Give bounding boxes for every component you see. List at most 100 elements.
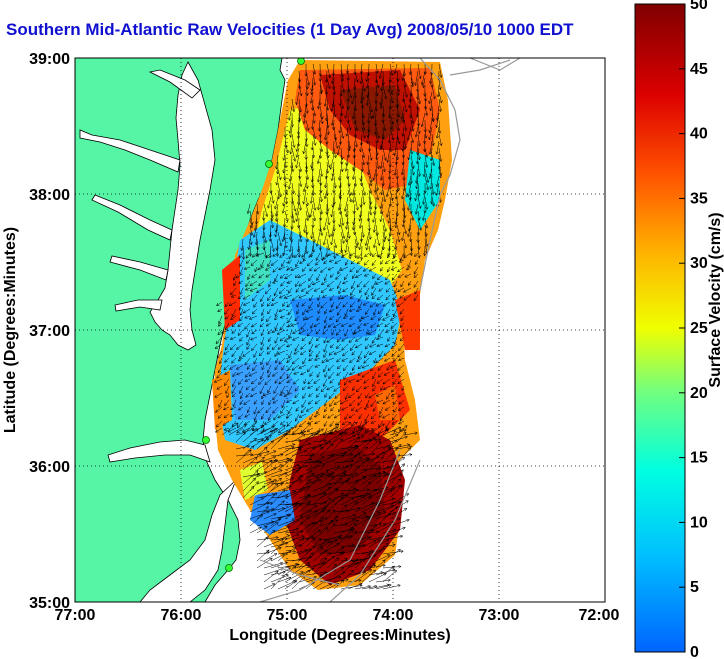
velocity-arrow xyxy=(238,378,244,385)
velocity-arrow xyxy=(263,450,277,457)
velocity-arrow xyxy=(368,456,384,471)
velocity-arrow xyxy=(305,505,318,513)
velocity-arrow xyxy=(232,273,237,281)
velocity-arrow xyxy=(347,435,365,443)
velocity-arrow xyxy=(407,196,412,212)
velocity-arrow xyxy=(275,245,280,257)
albemarle-sound xyxy=(107,439,211,463)
velocity-arrow xyxy=(329,420,335,428)
velocity-arrow xyxy=(276,189,281,200)
velocity-arrow xyxy=(229,413,237,417)
velocity-arrow xyxy=(375,512,392,527)
velocity-arrow xyxy=(249,481,259,492)
velocity-arrow xyxy=(298,280,307,287)
velocity-arrow xyxy=(239,399,244,405)
velocity-arrow xyxy=(282,301,286,308)
velocity-arrow xyxy=(249,510,270,520)
velocity-arrow xyxy=(319,224,324,237)
velocity-arrow xyxy=(294,392,300,399)
velocity-arrow xyxy=(410,210,415,221)
velocity-arrow xyxy=(308,343,314,353)
velocity-arrow xyxy=(365,77,370,89)
velocity-arrow xyxy=(347,456,362,471)
velocity-arrow xyxy=(235,449,252,464)
velocity-arrow xyxy=(314,364,321,368)
velocity-arrow xyxy=(298,423,312,436)
velocity-arrow xyxy=(358,413,363,420)
velocity-arrow xyxy=(344,161,349,172)
velocity-arrow xyxy=(361,224,365,238)
velocity-arrow xyxy=(407,182,412,198)
velocity-arrow xyxy=(396,231,401,243)
velocity-arrow xyxy=(340,487,356,499)
rappahannock-river xyxy=(109,255,169,281)
velocity-arrow xyxy=(250,336,258,341)
velocity-arrow xyxy=(380,77,384,92)
velocity-arrow xyxy=(274,217,279,233)
x-tick: 73:00 xyxy=(479,607,520,624)
velocity-arrow xyxy=(261,413,265,420)
velocity-arrow xyxy=(396,425,408,436)
velocity-arrow xyxy=(357,399,363,406)
velocity-arrow xyxy=(302,140,307,155)
velocity-arrow xyxy=(231,350,237,358)
velocity-arrow xyxy=(335,315,342,323)
velocity-arrow xyxy=(290,266,300,271)
velocity-arrow xyxy=(368,175,373,187)
velocity-arrow xyxy=(345,217,349,230)
velocity-arrow xyxy=(431,196,435,207)
velocity-arrow xyxy=(336,140,342,156)
velocity-arrow xyxy=(359,315,363,323)
velocity-arrow xyxy=(260,294,265,303)
plot-frame xyxy=(74,57,606,603)
velocity-arrow xyxy=(328,308,335,313)
velocity-arrow xyxy=(270,574,285,590)
velocity-arrow xyxy=(333,175,337,189)
velocity-arrow xyxy=(363,259,370,266)
velocity-arrow xyxy=(283,133,288,149)
velocity-arrow xyxy=(368,511,387,520)
velocity-arrow xyxy=(344,238,349,254)
velocity-arrow xyxy=(278,287,286,295)
velocity-arrow xyxy=(312,439,328,443)
velocity-arrow xyxy=(354,238,358,249)
velocity-arrow xyxy=(319,426,339,436)
velocity-arrow xyxy=(238,252,244,259)
velocity-arrow xyxy=(270,210,274,222)
velocity-arrow xyxy=(374,70,378,84)
velocity-arrow xyxy=(237,406,244,411)
velocity-arrow xyxy=(319,499,335,513)
velocity-arrow xyxy=(328,259,335,263)
velocity-arrow xyxy=(298,84,303,97)
velocity-arrow xyxy=(297,70,302,83)
velocity-arrow xyxy=(326,492,344,506)
velocity-arrow xyxy=(295,259,300,268)
colorbar-ticks: 0 5 10 15 20 25 30 35 40 45 50 xyxy=(679,0,708,659)
velocity-arrow xyxy=(388,224,392,237)
velocity-arrow xyxy=(337,364,342,370)
velocity-arrow xyxy=(305,478,322,485)
velocity-arrow xyxy=(409,238,414,252)
velocity-arrow xyxy=(242,294,251,300)
velocity-arrow xyxy=(277,502,298,513)
velocity-arrow xyxy=(280,280,286,287)
velocity-arrow xyxy=(362,266,370,272)
velocity-arrow xyxy=(312,210,317,222)
velocity-arrow xyxy=(305,175,309,190)
velocity-arrow xyxy=(347,582,363,590)
velocity-arrow xyxy=(298,168,302,180)
velocity-arrow xyxy=(385,273,391,281)
velocity-arrow xyxy=(368,196,373,210)
velocity-arrow xyxy=(330,168,335,182)
velocity-arrow xyxy=(410,140,414,155)
velocity-arrow xyxy=(393,140,398,157)
velocity-arrow xyxy=(333,465,350,471)
velocity-arrow xyxy=(368,245,372,257)
velocity-arrow xyxy=(224,357,230,363)
velocity-arrow xyxy=(306,427,314,432)
velocity-arrow xyxy=(317,98,321,110)
velocity-arrow xyxy=(267,259,272,268)
velocity-arrow xyxy=(382,378,391,385)
velocity-arrow xyxy=(323,252,328,261)
velocity-arrow xyxy=(326,523,336,534)
